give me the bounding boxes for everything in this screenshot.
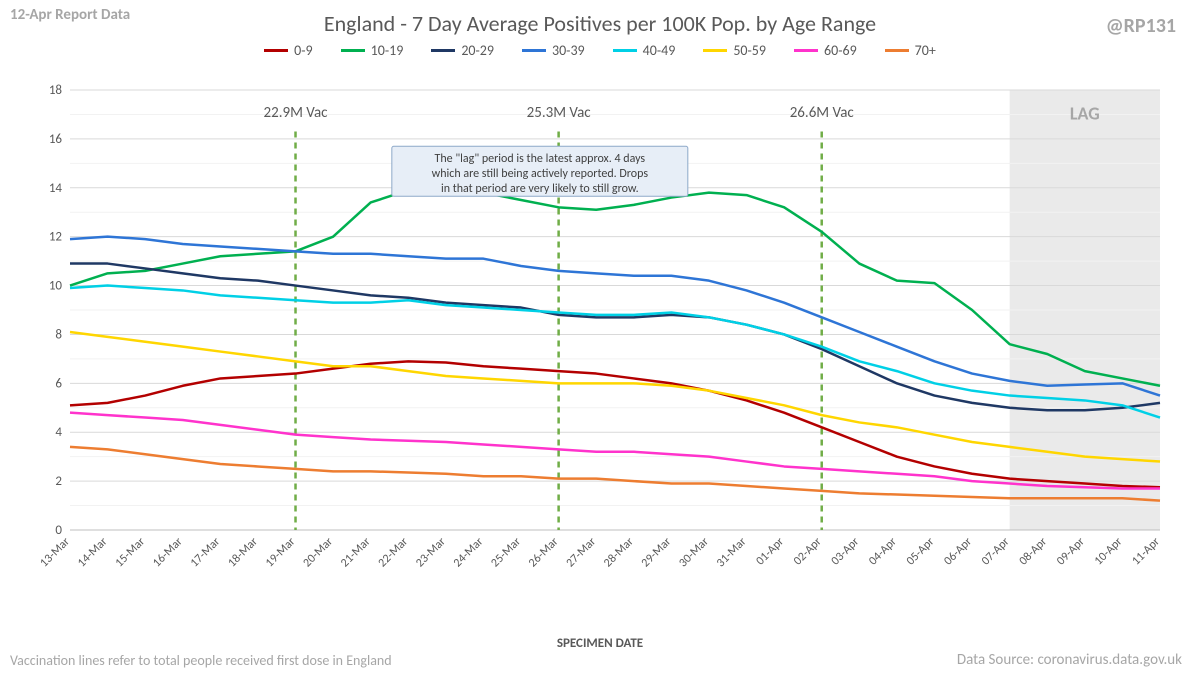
- legend-label: 30-39: [552, 42, 585, 59]
- y-tick-label: 4: [55, 425, 62, 440]
- legend-item: 60-69: [794, 42, 857, 59]
- x-tick-label: 02-Apr: [791, 535, 824, 568]
- x-tick-label: 14-Mar: [75, 535, 110, 570]
- x-tick-label: 03-Apr: [829, 535, 862, 568]
- x-tick-label: 26-Mar: [526, 535, 561, 570]
- legend-swatch: [431, 49, 455, 52]
- vaccination-label: 22.9M Vac: [264, 104, 329, 122]
- legend-item: 40-49: [613, 42, 676, 59]
- series-line: [70, 447, 1160, 501]
- x-tick-label: 11-Apr: [1129, 535, 1162, 568]
- x-axis-title: SPECIMEN DATE: [0, 636, 1200, 651]
- lag-label: LAG: [1070, 102, 1100, 124]
- series-line: [70, 361, 1160, 487]
- series-line: [70, 286, 1160, 418]
- x-tick-label: 16-Mar: [150, 535, 185, 570]
- x-tick-label: 24-Mar: [451, 535, 486, 570]
- y-tick-label: 8: [55, 327, 62, 342]
- x-tick-label: 17-Mar: [188, 535, 223, 570]
- x-tick-label: 21-Mar: [338, 535, 373, 570]
- footer-right: Data Source: coronavirus.data.gov.uk: [957, 651, 1182, 669]
- legend-swatch: [341, 49, 365, 52]
- x-tick-label: 23-Mar: [413, 535, 448, 570]
- series-line: [70, 188, 1160, 386]
- legend-label: 60-69: [824, 42, 857, 59]
- legend-item: 20-29: [431, 42, 494, 59]
- x-tick-label: 09-Apr: [1054, 535, 1087, 568]
- legend-swatch: [885, 49, 909, 52]
- legend-label: 10-19: [371, 42, 404, 59]
- x-tick-label: 15-Mar: [113, 535, 148, 570]
- y-tick-label: 16: [49, 132, 63, 147]
- x-tick-label: 18-Mar: [225, 535, 260, 570]
- x-tick-label: 08-Apr: [1017, 535, 1050, 568]
- x-tick-label: 30-Mar: [676, 535, 711, 570]
- y-tick-label: 6: [55, 376, 62, 391]
- plot-area: 02468101214161813-Mar14-Mar15-Mar16-Mar1…: [50, 80, 1170, 580]
- footer-left: Vaccination lines refer to total people …: [10, 652, 392, 669]
- legend-item: 0-9: [264, 42, 312, 59]
- x-tick-label: 19-Mar: [263, 535, 298, 570]
- chart-container: 12-Apr Report Data @RP131 England - 7 Da…: [0, 0, 1200, 675]
- legend-item: 10-19: [341, 42, 404, 59]
- x-tick-label: 28-Mar: [601, 535, 636, 570]
- legend-label: 0-9: [294, 42, 312, 59]
- legend-swatch: [613, 49, 637, 52]
- legend-swatch: [794, 49, 818, 52]
- legend-label: 20-29: [461, 42, 494, 59]
- legend-item: 50-59: [703, 42, 766, 59]
- chart-title: England - 7 Day Average Positives per 10…: [0, 10, 1200, 37]
- x-tick-label: 01-Apr: [754, 535, 787, 568]
- legend-label: 70+: [915, 42, 936, 59]
- legend: 0-9 10-19 20-29 30-39 40-49 50-59 60-69 70+: [0, 42, 1200, 59]
- legend-swatch: [703, 49, 727, 52]
- callout-text: The "lag" period is the latest approx. 4…: [435, 152, 646, 166]
- x-tick-label: 27-Mar: [564, 535, 599, 570]
- series-line: [70, 332, 1160, 462]
- x-tick-label: 13-Mar: [37, 535, 72, 570]
- legend-swatch: [522, 49, 546, 52]
- x-tick-label: 25-Mar: [488, 535, 523, 570]
- y-tick-label: 14: [49, 181, 63, 196]
- y-tick-label: 18: [49, 83, 63, 98]
- legend-swatch: [264, 49, 288, 52]
- legend-item: 70+: [885, 42, 936, 59]
- y-tick-label: 2: [55, 474, 62, 489]
- legend-item: 30-39: [522, 42, 585, 59]
- legend-label: 50-59: [733, 42, 766, 59]
- callout-text: in that period are very likely to still …: [441, 182, 639, 196]
- x-tick-label: 29-Mar: [639, 535, 674, 570]
- x-tick-label: 10-Apr: [1092, 535, 1125, 568]
- x-tick-label: 22-Mar: [376, 535, 411, 570]
- vaccination-label: 26.6M Vac: [790, 104, 855, 122]
- x-tick-label: 06-Apr: [941, 535, 974, 568]
- y-tick-label: 12: [49, 230, 63, 245]
- callout-text: which are still being actively reported.…: [432, 167, 649, 181]
- x-tick-label: 20-Mar: [301, 535, 336, 570]
- x-tick-label: 05-Apr: [904, 535, 937, 568]
- y-tick-label: 10: [49, 279, 63, 294]
- x-tick-label: 04-Apr: [866, 535, 899, 568]
- plot-svg: 02468101214161813-Mar14-Mar15-Mar16-Mar1…: [50, 80, 1170, 580]
- legend-label: 40-49: [643, 42, 676, 59]
- vaccination-label: 25.3M Vac: [527, 104, 592, 122]
- x-tick-label: 07-Apr: [979, 535, 1012, 568]
- x-tick-label: 31-Mar: [714, 535, 749, 570]
